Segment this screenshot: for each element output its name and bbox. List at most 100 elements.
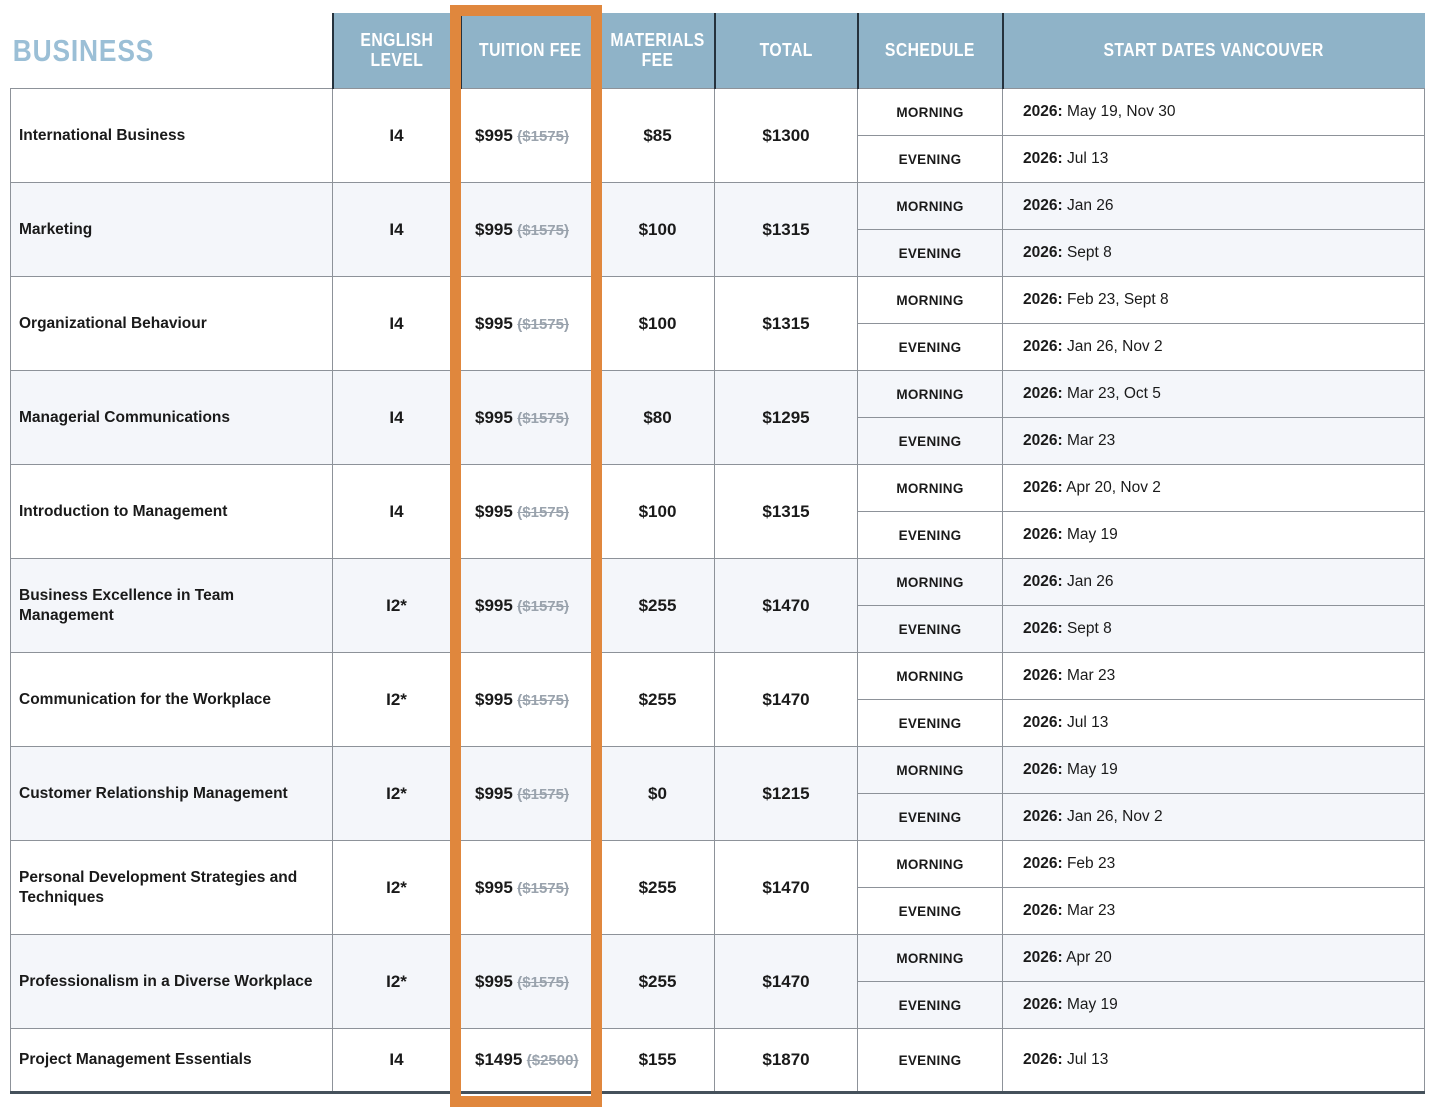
tuition-fee-cell: $995 ($1575) xyxy=(460,934,601,1029)
start-year: 2026: xyxy=(1023,432,1063,449)
schedule-cell: MORNING xyxy=(857,934,1003,982)
start-dates-cell: 2026: Sept 8 xyxy=(1002,605,1425,653)
start-dates-cell: 2026: Apr 20, Nov 2 xyxy=(1002,464,1425,512)
schedule-label: EVENING xyxy=(898,715,962,731)
start-dates: Feb 23, Sept 8 xyxy=(1066,291,1169,308)
start-year: 2026: xyxy=(1023,949,1063,966)
schedule-label: MORNING xyxy=(896,950,964,966)
materials-fee: $0 xyxy=(648,783,667,803)
course-name: Marketing xyxy=(19,220,93,238)
course-name: International Business xyxy=(19,126,186,144)
total-fee: $1470 xyxy=(762,971,810,991)
course-name-cell: Introduction to Management xyxy=(10,464,333,559)
start-dates: May 19 xyxy=(1066,761,1118,778)
schedule-cell: EVENING xyxy=(857,605,1003,653)
schedule-label: MORNING xyxy=(896,856,964,872)
start-dates: Sept 8 xyxy=(1066,244,1112,261)
start-year: 2026: xyxy=(1023,197,1063,214)
start-dates: May 19, Nov 30 xyxy=(1066,103,1176,120)
tuition-fee-original: ($1575) xyxy=(517,315,569,333)
page-title: BUSINESS xyxy=(12,32,154,68)
schedule-label: EVENING xyxy=(898,1052,962,1068)
materials-fee: $255 xyxy=(638,877,677,897)
materials-fee-cell: $100 xyxy=(600,182,715,277)
english-level: I4 xyxy=(389,1050,404,1069)
tuition-fee-current: $995 xyxy=(475,877,513,897)
start-dates-cell: 2026: Jul 13 xyxy=(1002,135,1425,183)
course-name: Managerial Communications xyxy=(19,408,231,426)
total-cell: $1470 xyxy=(714,652,858,747)
total-fee: $1870 xyxy=(762,1050,810,1069)
course-row: Business Excellence in Team Management I… xyxy=(10,558,1425,653)
course-row: Organizational Behaviour I4 $995 ($1575)… xyxy=(10,276,1425,371)
total-cell: $1470 xyxy=(714,558,858,653)
tuition-fee-original: ($1575) xyxy=(517,221,569,239)
total-fee: $1470 xyxy=(762,877,810,897)
course-name: Professionalism in a Diverse Workplace xyxy=(19,972,313,990)
start-year: 2026: xyxy=(1023,808,1063,825)
schedule-label: MORNING xyxy=(896,480,964,496)
tuition-fee-original: ($1575) xyxy=(517,691,569,709)
start-dates: Jul 13 xyxy=(1066,150,1109,167)
tuition-fee-original: ($1575) xyxy=(517,127,569,145)
english-level-cell: I2* xyxy=(332,840,461,935)
english-level-cell: I4 xyxy=(332,464,461,559)
course-row-schedule: EVENING 2026: Jul 13 xyxy=(11,699,1425,747)
start-dates-cell: 2026: Feb 23, Sept 8 xyxy=(1002,276,1425,324)
materials-fee-cell: $0 xyxy=(600,746,715,841)
start-year: 2026: xyxy=(1023,573,1063,590)
materials-fee: $255 xyxy=(638,689,677,709)
total-cell: $1315 xyxy=(714,276,858,371)
materials-fee: $255 xyxy=(638,971,677,991)
tuition-fee-cell: $995 ($1575) xyxy=(460,370,601,465)
materials-fee-cell: $255 xyxy=(600,934,715,1029)
english-level-cell: I2* xyxy=(332,934,461,1029)
course-name: Customer Relationship Management xyxy=(19,784,288,802)
start-dates-cell: 2026: Jul 13 xyxy=(1002,1028,1425,1094)
tuition-fee-original: ($1575) xyxy=(517,879,569,897)
start-dates: Jan 26 xyxy=(1066,197,1114,214)
start-dates-cell: 2026: Mar 23 xyxy=(1002,652,1425,700)
tuition-fee-cell: $995 ($1575) xyxy=(460,558,601,653)
materials-fee-cell: $255 xyxy=(600,840,715,935)
english-level: I4 xyxy=(389,219,404,239)
schedule-label: EVENING xyxy=(898,809,962,825)
total-cell: $1470 xyxy=(714,840,858,935)
course-row: Professionalism in a Diverse Workplace I… xyxy=(10,934,1425,1029)
materials-fee-cell: $80 xyxy=(600,370,715,465)
total-fee: $1300 xyxy=(762,125,810,145)
start-dates: Apr 20, Nov 2 xyxy=(1066,479,1161,496)
total-cell: $1215 xyxy=(714,746,858,841)
course-row: Marketing I4 $995 ($1575) $100 $1315 MOR… xyxy=(10,182,1425,277)
english-level-cell: I2* xyxy=(332,558,461,653)
schedule-label: MORNING xyxy=(896,386,964,402)
start-dates: Jan 26, Nov 2 xyxy=(1066,808,1163,825)
materials-fee: $80 xyxy=(643,407,672,427)
schedule-label: MORNING xyxy=(896,198,964,214)
start-year: 2026: xyxy=(1023,667,1063,684)
english-level-cell: I4 xyxy=(332,88,461,183)
column-header-english-level: ENGLISH LEVEL xyxy=(331,13,461,89)
start-year: 2026: xyxy=(1023,103,1063,120)
start-dates: Sept 8 xyxy=(1066,620,1112,637)
start-year: 2026: xyxy=(1023,761,1063,778)
schedule-cell: MORNING xyxy=(857,840,1003,888)
english-level-cell: I2* xyxy=(332,746,461,841)
total-cell: $1315 xyxy=(714,464,858,559)
tuition-fee-current: $995 xyxy=(475,595,513,615)
start-year: 2026: xyxy=(1023,244,1063,261)
course-name-cell: Personal Development Strategies and Tech… xyxy=(10,840,333,935)
english-level-cell: I4 xyxy=(332,182,461,277)
tuition-fee-cell: $995 ($1575) xyxy=(460,652,601,747)
start-year: 2026: xyxy=(1023,855,1063,872)
materials-fee-cell: $85 xyxy=(600,88,715,183)
english-level-cell: I2* xyxy=(332,652,461,747)
schedule-cell: MORNING xyxy=(857,370,1003,418)
course-row-schedule: EVENING 2026: Mar 23 xyxy=(11,417,1425,465)
table-header: BUSINESS ENGLISH LEVEL TUITION FEE MATER… xyxy=(10,13,1425,89)
course-row: Communication for the Workplace I2* $995… xyxy=(10,652,1425,747)
schedule-cell: EVENING xyxy=(857,511,1003,559)
materials-fee: $85 xyxy=(643,125,672,145)
course-name-cell: Organizational Behaviour xyxy=(10,276,333,371)
materials-fee: $100 xyxy=(638,313,677,333)
